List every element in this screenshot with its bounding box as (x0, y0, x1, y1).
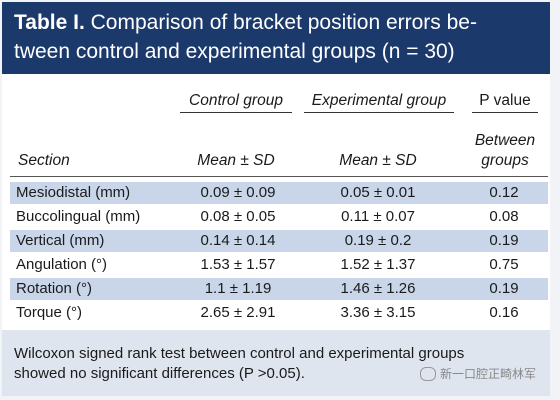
table-body: Control group Experimental group P value… (2, 74, 550, 330)
row-section: Angulation (°) (16, 256, 108, 273)
table-row: Mesiodistal (mm) 0.09 ± 0.09 0.05 ± 0.01… (10, 182, 548, 204)
row-p-value: 0.16 (489, 304, 519, 321)
table-title-line2: tween control and experimental groups (n… (14, 40, 455, 63)
row-control: 1.1 ± 1.19 (204, 280, 272, 297)
table-title-line1: Comparison of bracket position errors be… (90, 11, 477, 34)
row-experimental: 1.46 ± 1.26 (340, 280, 416, 297)
row-experimental: 0.11 ± 0.07 (341, 208, 415, 225)
table-footnote: Wilcoxon signed rank test between contro… (2, 330, 550, 396)
header-p-value: P value (472, 92, 538, 113)
header-experimental-mean-sd: Mean ± SD (339, 152, 417, 169)
row-control: 0.08 ± 0.05 (200, 208, 276, 225)
row-experimental: 1.52 ± 1.37 (340, 256, 416, 273)
footnote-line1: Wilcoxon signed rank test between contro… (14, 345, 465, 362)
row-p-value: 0.75 (489, 256, 519, 273)
row-control: 0.14 ± 0.14 (200, 232, 276, 249)
row-control: 1.53 ± 1.57 (200, 256, 276, 273)
chat-bubble-icon (419, 367, 436, 381)
table-row: Rotation (°) 1.1 ± 1.19 1.46 ± 1.26 0.19 (10, 278, 548, 300)
row-section: Buccolingual (mm) (16, 208, 141, 225)
header-experimental-group: Experimental group (304, 92, 454, 113)
row-section: Mesiodistal (mm) (16, 184, 131, 201)
header-control-mean-sd: Mean ± SD (197, 152, 275, 169)
header-section: Section (18, 152, 70, 169)
row-p-value: 0.19 (489, 280, 519, 297)
header-between-line2: groups (481, 152, 529, 169)
table-row: Torque (°) 2.65 ± 2.91 3.36 ± 3.15 0.16 (10, 302, 548, 324)
table-title: Table I. Comparison of bracket position … (2, 2, 550, 74)
table-row: Buccolingual (mm) 0.08 ± 0.05 0.11 ± 0.0… (10, 206, 548, 228)
header-rule (10, 176, 548, 177)
row-p-value: 0.08 (489, 208, 519, 225)
table-row: Angulation (°) 1.53 ± 1.57 1.52 ± 1.37 0… (10, 254, 548, 276)
row-p-value: 0.19 (489, 232, 519, 249)
row-experimental: 3.36 ± 3.15 (340, 304, 416, 321)
row-section: Torque (°) (16, 304, 83, 321)
row-section: Rotation (°) (16, 280, 93, 297)
watermark-text: 新一口腔正畸林军 (439, 367, 536, 381)
table-number: Table I. (14, 11, 85, 34)
row-p-value: 0.12 (489, 184, 519, 201)
row-control: 0.09 ± 0.09 (200, 184, 276, 201)
row-experimental: 0.05 ± 0.01 (340, 184, 416, 201)
header-control-group: Control group (180, 92, 292, 113)
watermark: 新一口腔正畸林军 (419, 364, 536, 384)
table-row: Vertical (mm) 0.14 ± 0.14 0.19 ± 0.2 0.1… (10, 230, 548, 252)
row-section: Vertical (mm) (16, 232, 105, 249)
footnote-line2: showed no significant differences (P >0.… (14, 365, 305, 382)
header-between-line1: Between (474, 132, 536, 149)
row-experimental: 0.19 ± 0.2 (344, 232, 412, 249)
row-control: 2.65 ± 2.91 (200, 304, 276, 321)
